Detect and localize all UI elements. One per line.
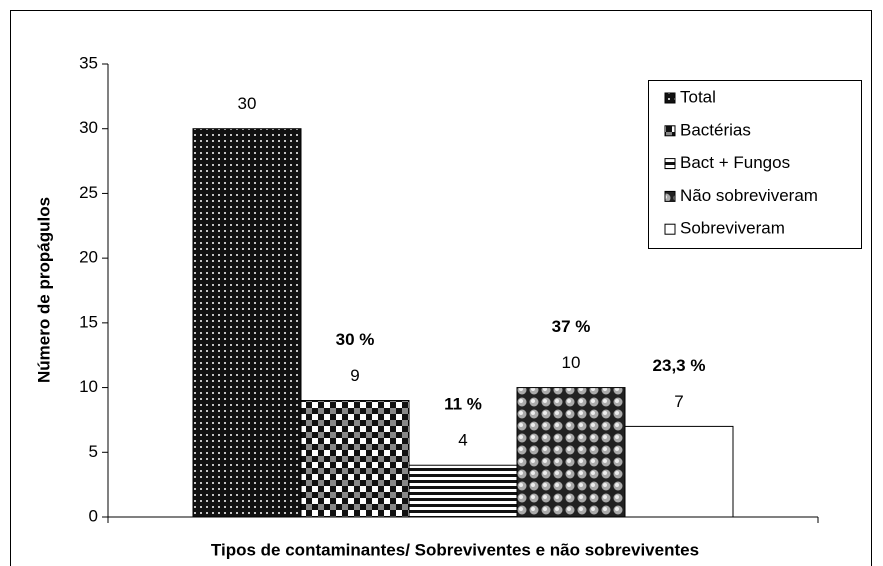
bar [516,387,626,518]
data-label: 4 [458,431,467,450]
bar [300,400,410,518]
frame [10,10,872,566]
y-tick-label: 25 [79,183,98,202]
bar [408,464,518,518]
percent-label: 37 % [552,317,591,336]
bar [624,425,734,518]
data-label: 7 [674,392,683,411]
percent-label: 30 % [336,330,375,349]
legend-swatch [664,158,676,170]
legend-swatch [664,92,676,104]
y-tick-label: 20 [79,248,98,267]
y-tick-label: 15 [79,312,98,331]
legend-label: Bactérias [680,120,751,139]
legend-label: Bact + Fungos [680,153,790,172]
data-label: 9 [350,366,359,385]
y-axis-label: Número de propágulos [34,197,53,383]
legend-label: Não sobreviveram [680,186,818,205]
x-axis-label: Tipos de contaminantes/ Sobreviventes e … [211,540,699,559]
bar [192,128,302,518]
percent-label: 11 % [444,395,482,414]
legend-swatch [664,125,676,137]
legend [648,80,862,249]
data-label: 30 [238,94,257,113]
y-tick-label: 35 [79,53,98,72]
legend-swatch [664,223,676,235]
legend-label: Sobreviveram [680,219,785,238]
legend-label: Total [680,87,716,106]
data-label: 10 [562,353,581,372]
percent-label: 23,3 % [653,356,706,375]
y-tick-label: 30 [79,118,98,137]
y-tick-label: 5 [89,442,98,461]
y-tick-label: 10 [79,377,98,396]
y-tick-label: 0 [89,506,98,525]
legend-swatch [664,190,676,202]
